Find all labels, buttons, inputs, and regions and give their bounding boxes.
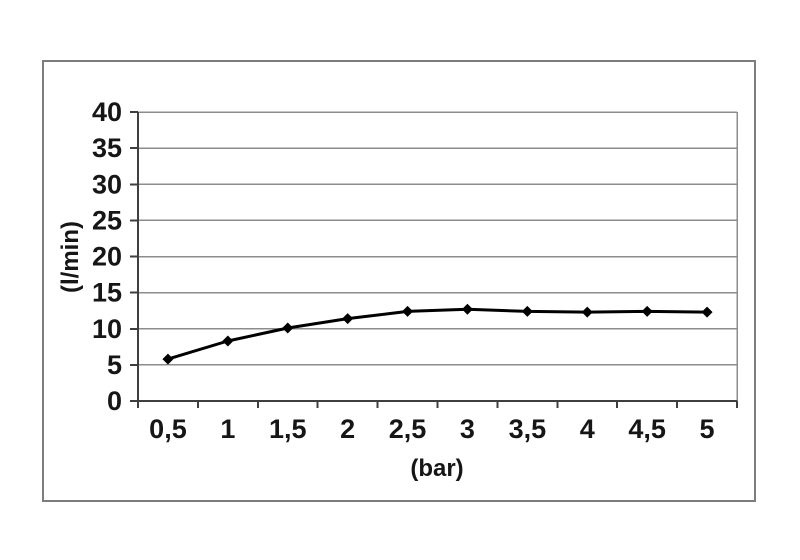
x-axis-title: (bar) (410, 455, 463, 482)
y-tick-label: 25 (92, 205, 122, 235)
x-tick-label: 2,5 (389, 414, 427, 444)
x-tick-label: 4,5 (628, 414, 666, 444)
data-point-marker (282, 322, 294, 334)
data-point-marker (461, 303, 473, 315)
y-tick-label: 15 (92, 278, 122, 308)
x-tick-label: 1 (220, 414, 235, 444)
y-tick-label: 5 (107, 350, 122, 380)
x-axis-tick-marks (137, 401, 738, 408)
x-tick-label: 3,5 (509, 414, 547, 444)
x-tick-label: 2 (340, 414, 355, 444)
x-tick-label: 5 (700, 414, 715, 444)
y-tick-label: 10 (92, 314, 122, 344)
y-axis-tick-marks (130, 111, 138, 402)
x-axis-tick-labels: 0,5 1 1,5 2 2,5 3 3,5 4 4,5 5 (149, 414, 714, 444)
data-point-marker (402, 305, 414, 317)
data-point-marker (581, 306, 593, 318)
x-tick-label: 1,5 (269, 414, 307, 444)
y-tick-label: 0 (107, 386, 122, 416)
data-point-marker (701, 306, 713, 318)
y-tick-label: 20 (92, 242, 122, 272)
data-point-marker (222, 335, 234, 347)
chart-frame-border (42, 60, 756, 502)
series-line (166, 307, 709, 361)
gridlines (138, 111, 738, 401)
y-tick-label: 35 (92, 133, 122, 163)
data-point-marker (342, 313, 354, 325)
y-axis-tick-labels: 0 5 10 15 20 25 30 35 40 (92, 97, 122, 416)
x-tick-label: 4 (580, 414, 595, 444)
x-tick-label: 0,5 (149, 414, 187, 444)
data-point-marker (162, 353, 174, 365)
y-tick-label: 40 (92, 97, 122, 127)
x-tick-label: 3 (460, 414, 475, 444)
series-markers (162, 303, 713, 365)
data-point-marker (641, 305, 653, 317)
data-point-marker (521, 305, 533, 317)
data-series (162, 303, 713, 365)
y-tick-label: 30 (92, 169, 122, 199)
y-axis-title: (l/min) (57, 221, 84, 293)
